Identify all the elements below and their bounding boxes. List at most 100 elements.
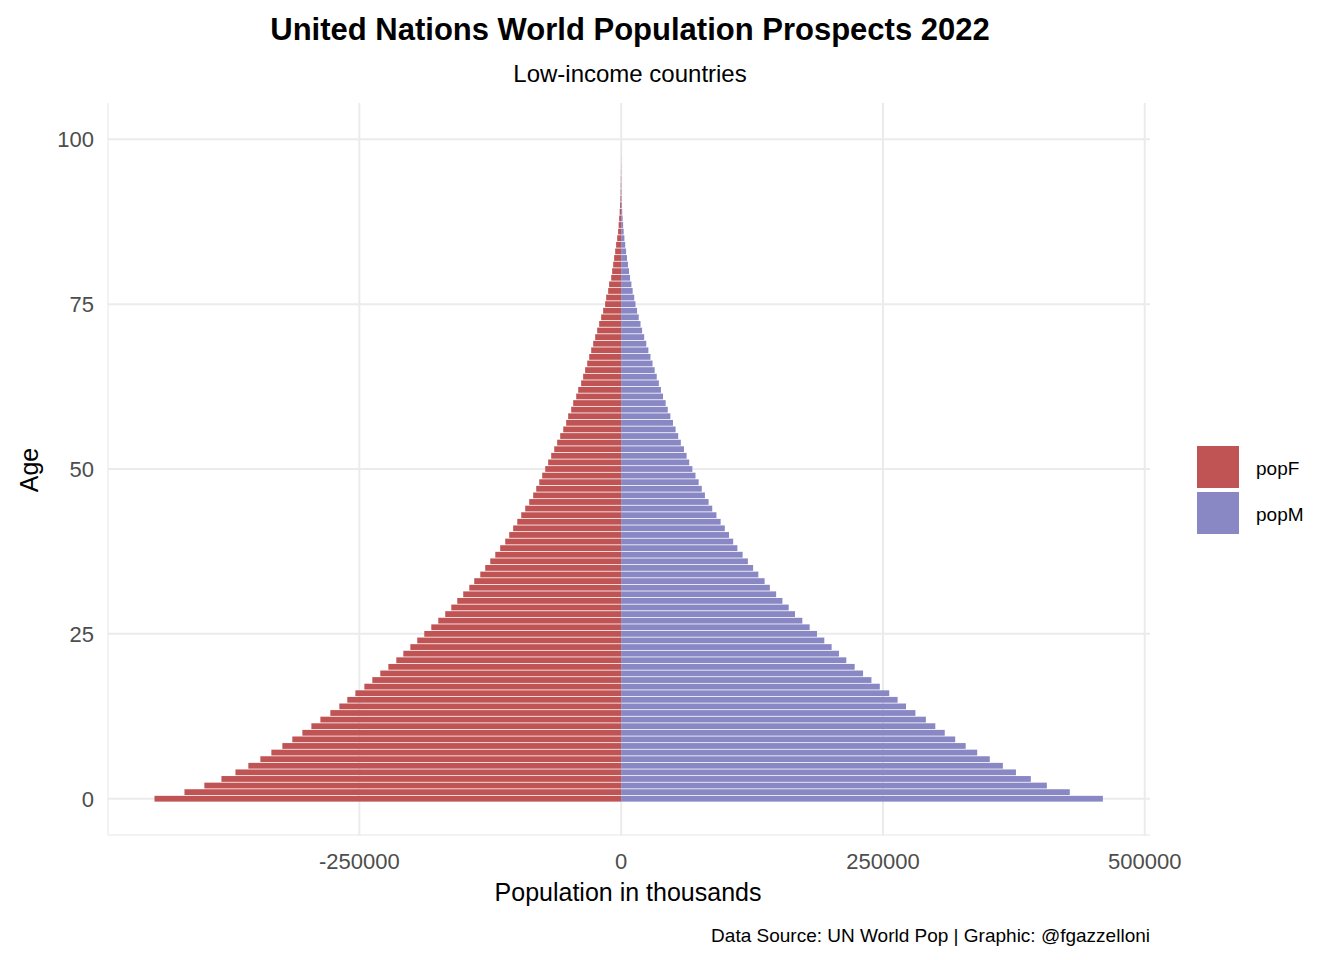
x-tick-label: -250000 (319, 849, 400, 874)
bar (621, 347, 648, 353)
bar (621, 750, 977, 756)
bar (621, 506, 712, 512)
bar (311, 723, 621, 729)
bar (364, 684, 621, 690)
bar (417, 638, 621, 644)
bar (248, 763, 621, 769)
bar (591, 347, 621, 353)
bar (621, 361, 652, 367)
bar (599, 321, 621, 327)
bar (388, 664, 621, 670)
bar (621, 710, 915, 716)
legend-label: popF (1256, 458, 1299, 479)
bar (621, 631, 817, 637)
y-tick-label: 75 (70, 292, 94, 317)
bar (621, 156, 622, 162)
legend: popF popM (1197, 446, 1304, 534)
bar (330, 710, 621, 716)
legend-label: popM (1256, 504, 1304, 525)
bar (609, 281, 621, 287)
bar (292, 736, 621, 742)
bar (621, 433, 678, 439)
subtitle: Low-income countries (513, 60, 746, 87)
bar (621, 565, 753, 571)
x-tick-label: 0 (615, 849, 627, 874)
bar (621, 671, 863, 677)
bar (621, 314, 639, 320)
bar (347, 697, 621, 703)
bar (621, 150, 622, 156)
bar (621, 262, 628, 268)
bar (620, 176, 621, 182)
bar (551, 453, 621, 459)
bar (621, 756, 990, 762)
bar (621, 453, 686, 459)
bar (566, 420, 621, 426)
grid (108, 103, 1150, 835)
bar (615, 248, 621, 254)
bar (525, 506, 621, 512)
bar (260, 756, 621, 762)
bar (621, 400, 666, 406)
bar (451, 605, 621, 611)
bar (621, 783, 1047, 789)
bar (533, 492, 621, 498)
bar (480, 572, 621, 578)
bar (621, 736, 955, 742)
bar (621, 664, 855, 670)
bar (621, 196, 623, 202)
bar (621, 427, 675, 433)
bar (621, 519, 720, 525)
bar (620, 209, 621, 215)
bar (621, 704, 906, 710)
bar (621, 136, 622, 142)
bar (424, 631, 621, 637)
bar (593, 341, 621, 347)
bar (563, 427, 621, 433)
bar (621, 730, 945, 736)
bar (612, 268, 621, 274)
bar (221, 776, 621, 782)
bar (621, 242, 625, 248)
y-tick-label: 0 (82, 787, 94, 812)
bar (620, 189, 622, 195)
bar (578, 387, 621, 393)
bar (621, 473, 695, 479)
bar (469, 585, 621, 591)
bar (621, 611, 795, 617)
bar (621, 328, 642, 334)
bar (320, 717, 621, 723)
bar (587, 361, 621, 367)
bar (589, 354, 621, 360)
bar (621, 143, 622, 149)
bar (621, 150, 622, 156)
y-grid-line (108, 138, 1150, 140)
bar (505, 539, 621, 545)
bar (621, 334, 644, 340)
bar (621, 367, 655, 373)
bar (611, 275, 621, 281)
bar (621, 657, 846, 663)
bar (396, 657, 621, 663)
bar (621, 525, 725, 531)
bar (621, 394, 663, 400)
bar (573, 400, 621, 406)
bar (595, 334, 621, 340)
bar (380, 671, 621, 677)
bar (403, 651, 621, 657)
bar (621, 387, 661, 393)
bar (621, 288, 633, 294)
bar (509, 532, 621, 538)
bar (576, 394, 621, 400)
bar (445, 611, 621, 617)
bar (608, 288, 621, 294)
bar (585, 367, 621, 373)
bar (536, 486, 621, 492)
bar (621, 723, 935, 729)
bar (621, 585, 770, 591)
bar (621, 512, 716, 518)
bar (621, 532, 729, 538)
legend-key (1197, 446, 1239, 488)
bar (581, 380, 621, 386)
bar (605, 301, 621, 307)
